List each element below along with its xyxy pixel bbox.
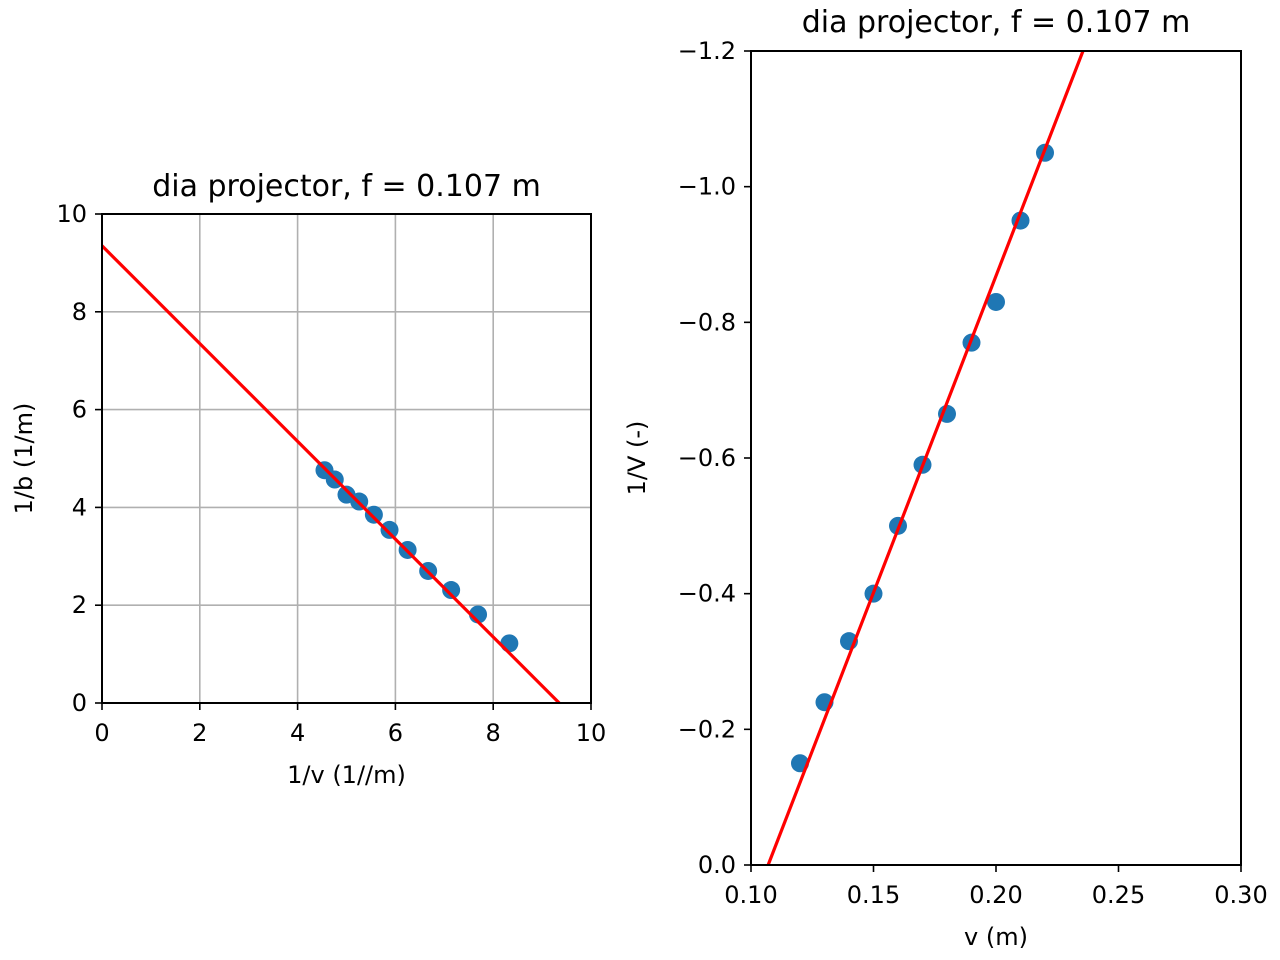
series-left (102, 244, 561, 703)
x-tick-label: 0.15 (847, 881, 900, 909)
grid-left (101, 213, 592, 704)
y-tick-label: 2 (72, 591, 87, 619)
chart-title-right: dia projector, f = 0.107 m (802, 5, 1191, 40)
y-tick-label: −0.2 (678, 715, 736, 743)
data-point-left (380, 520, 399, 539)
plot-frame-left (101, 213, 592, 704)
y-tick-label: −1.2 (678, 37, 736, 65)
x-tick-label: 6 (388, 719, 403, 747)
plot-frame-right (750, 50, 1242, 866)
y-tick-label: 8 (72, 298, 87, 326)
x-tick-label: 10 (576, 719, 607, 747)
x-axis-label-right: v (m) (964, 923, 1028, 951)
series-right (766, 51, 1085, 865)
y-tick-label: 10 (56, 200, 87, 228)
y-axis-label-right: 1/V (-) (623, 421, 651, 496)
x-tick-label: 4 (290, 719, 305, 747)
y-tick-label: 0.0 (698, 851, 736, 879)
x-tick-label: 2 (192, 719, 207, 747)
ticks-right: 0.10 0.15 0.20 0.25 0.30 0.0 −0.2 −0.4 −0.6 −0.8 −… (678, 37, 1268, 909)
y-tick-label: 4 (72, 493, 87, 521)
data-point-left (500, 634, 519, 653)
chart-title-left: dia projector, f = 0.107 m (152, 169, 541, 204)
y-tick-label: −0.4 (678, 580, 736, 608)
chart-right: 0.10 0.15 0.20 0.25 0.30 0.0 −0.2 −0.4 −0.6 −0.8 −… (623, 5, 1268, 951)
y-tick-label: 0 (72, 689, 87, 717)
data-point-left (442, 581, 461, 600)
fit-line-right (766, 51, 1085, 865)
data-point-left (364, 505, 383, 524)
y-tick-label: 6 (72, 396, 87, 424)
chart-left: 0 2 4 6 8 10 0 2 4 6 8 10 dia projector, f = 0.107 … (10, 169, 606, 789)
x-tick-label: 0.20 (969, 881, 1022, 909)
x-tick-label: 8 (486, 719, 501, 747)
x-tick-label: 0.25 (1092, 881, 1145, 909)
y-axis-label-left: 1/b (1/m) (10, 403, 38, 515)
y-tick-label: −0.8 (678, 308, 736, 336)
fit-line-left (102, 244, 561, 703)
y-tick-label: −1.0 (678, 173, 736, 201)
ticks-left: 0 2 4 6 8 10 0 2 4 6 8 10 (56, 200, 606, 747)
y-tick-label: −0.6 (678, 444, 736, 472)
data-point-right (987, 292, 1005, 311)
x-tick-label: 0.10 (724, 881, 777, 909)
x-axis-label-left: 1/v (1//m) (287, 761, 406, 789)
x-tick-label: 0 (94, 719, 109, 747)
x-tick-label: 0.30 (1214, 881, 1267, 909)
